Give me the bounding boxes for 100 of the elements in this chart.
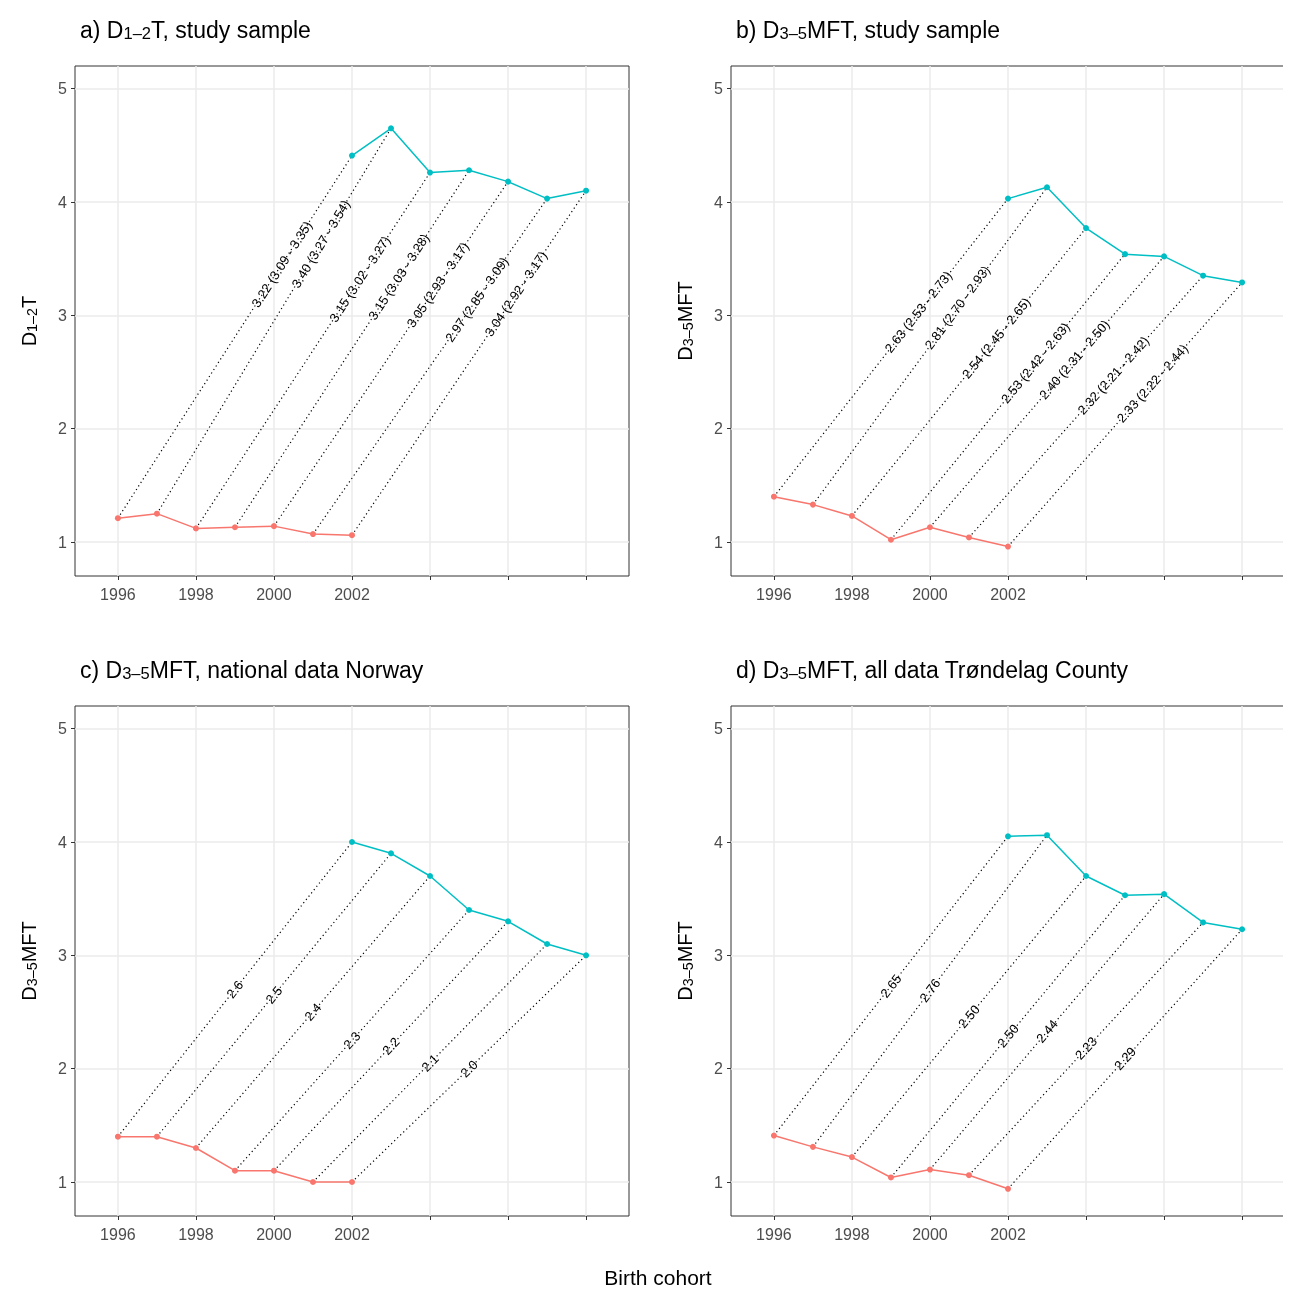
point: [388, 850, 395, 857]
point: [544, 941, 551, 947]
y-tick-label: 4: [58, 193, 68, 211]
y-tick-label: 1: [58, 533, 68, 551]
x-tick-label: 2002: [990, 585, 1026, 603]
x-tick-label: 1996: [100, 1225, 136, 1243]
x-tick-label: 1998: [178, 585, 214, 603]
x-tick-label: 2000: [256, 585, 292, 603]
point: [231, 1167, 238, 1174]
x-tick-label: 2002: [334, 585, 370, 603]
annotation: 2.0: [457, 1057, 481, 1081]
point: [270, 523, 277, 530]
x-tick-label: 2002: [334, 1225, 370, 1243]
point: [466, 167, 473, 174]
point: [1239, 926, 1246, 933]
point: [1239, 279, 1246, 286]
point: [965, 1172, 972, 1179]
point: [192, 525, 199, 532]
point: [1161, 891, 1168, 898]
point: [349, 1179, 355, 1185]
annotation: 2.3: [340, 1028, 364, 1053]
point: [1044, 832, 1051, 839]
point: [388, 125, 395, 132]
point: [1122, 892, 1129, 899]
x-tick-label: 2002: [990, 1225, 1026, 1243]
point: [544, 195, 551, 202]
x-tick-label: 2000: [256, 1225, 292, 1243]
point: [1200, 919, 1207, 926]
y-tick-label: 5: [714, 720, 724, 738]
x-tick-label: 1996: [756, 1225, 792, 1243]
annotation: 2.4: [301, 1000, 325, 1024]
point: [583, 187, 590, 194]
y-tick-label: 3: [58, 306, 68, 324]
y-tick-label: 5: [58, 720, 68, 738]
point: [1044, 184, 1051, 191]
x-tick-label: 1998: [834, 585, 870, 603]
point: [114, 515, 121, 522]
point: [1200, 272, 1207, 279]
point: [770, 493, 777, 500]
point: [1161, 253, 1168, 260]
point: [309, 1179, 316, 1185]
x-tick-label: 1996: [100, 585, 136, 603]
y-tick-label: 4: [58, 833, 68, 851]
y-axis-title: D3–5MFT: [673, 281, 696, 361]
point: [848, 1154, 855, 1161]
y-tick-label: 3: [58, 946, 68, 964]
point: [309, 531, 316, 538]
chart-title: d) D3–5MFT, all data Trøndelag County: [736, 656, 1129, 684]
y-tick-label: 2: [58, 1060, 68, 1078]
y-axis-title: D1–2T: [17, 295, 40, 347]
annotation: 2.1: [418, 1051, 442, 1075]
point: [583, 952, 590, 959]
point: [114, 1133, 121, 1140]
x-tick-label: 2000: [912, 1225, 948, 1243]
point: [349, 532, 355, 539]
point: [1083, 225, 1090, 232]
y-tick-label: 1: [714, 1173, 724, 1191]
point: [153, 1133, 160, 1140]
point: [1005, 833, 1011, 840]
y-tick-label: 4: [714, 193, 724, 211]
point: [427, 169, 434, 176]
annotation: 2.6: [223, 977, 247, 1002]
chart-title: c) D3–5MFT, national data Norway: [80, 656, 424, 684]
point: [1005, 543, 1011, 550]
point: [427, 873, 434, 879]
x-tick-label: 1996: [756, 585, 792, 603]
x-axis-title: Birth cohort: [603, 1266, 713, 1287]
y-tick-label: 3: [714, 946, 724, 964]
point: [809, 1143, 816, 1150]
y-axis-title: D3–5MFT: [17, 921, 40, 1001]
point: [1083, 873, 1090, 879]
y-tick-label: 4: [714, 833, 724, 851]
point: [809, 501, 816, 508]
y-tick-label: 2: [58, 420, 68, 438]
point: [887, 1174, 894, 1181]
point: [1005, 1185, 1011, 1192]
point: [153, 510, 160, 517]
chart-title: a) D1–2T, study sample: [80, 16, 311, 44]
point: [505, 178, 512, 185]
point: [887, 536, 894, 543]
point: [770, 1132, 777, 1139]
x-tick-label: 1998: [178, 1225, 214, 1243]
annotation: 2.5: [262, 983, 286, 1007]
y-tick-label: 1: [58, 1173, 68, 1191]
x-tick-label: 1998: [834, 1225, 870, 1243]
point: [349, 152, 355, 159]
y-axis-title: D3–5MFT: [673, 921, 696, 1001]
point: [848, 512, 855, 519]
y-tick-label: 2: [714, 1060, 724, 1078]
point: [270, 1167, 277, 1174]
y-tick-label: 5: [58, 80, 68, 98]
x-tick-label: 2000: [912, 585, 948, 603]
point: [1005, 195, 1011, 202]
point: [926, 524, 933, 531]
point: [1122, 251, 1129, 258]
point: [192, 1145, 199, 1151]
point: [349, 839, 355, 845]
y-tick-label: 1: [714, 533, 724, 551]
point: [926, 1166, 933, 1173]
point: [505, 918, 512, 925]
